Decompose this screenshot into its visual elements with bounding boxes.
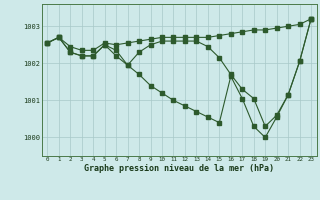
X-axis label: Graphe pression niveau de la mer (hPa): Graphe pression niveau de la mer (hPa) [84, 164, 274, 173]
